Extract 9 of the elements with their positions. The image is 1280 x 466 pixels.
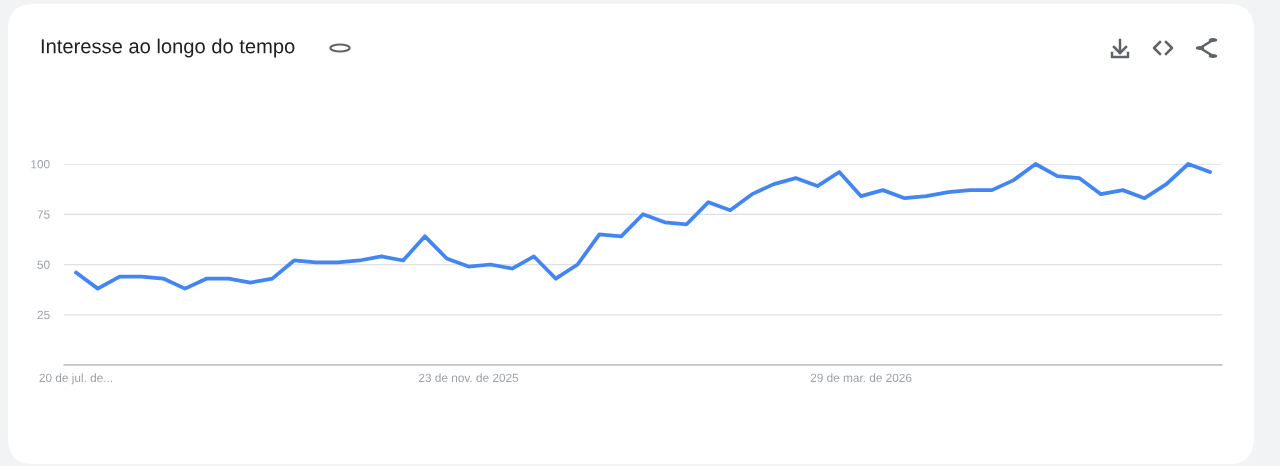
x-tick-label: 29 de mar. de 2026 [810, 373, 912, 382]
y-tick-label: 50 [37, 260, 50, 269]
chart-title: Interesse ao longo do tempo [41, 38, 295, 58]
y-tick-label: 75 [37, 210, 50, 219]
line-series [74, 162, 1212, 291]
x-tick-label: 20 de jul. de... [39, 373, 112, 385]
x-tick-label: 23 de nov. de 2025 [419, 373, 519, 382]
y-tick-label: 100 [31, 160, 50, 169]
y-tick-label: 25 [37, 310, 50, 320]
